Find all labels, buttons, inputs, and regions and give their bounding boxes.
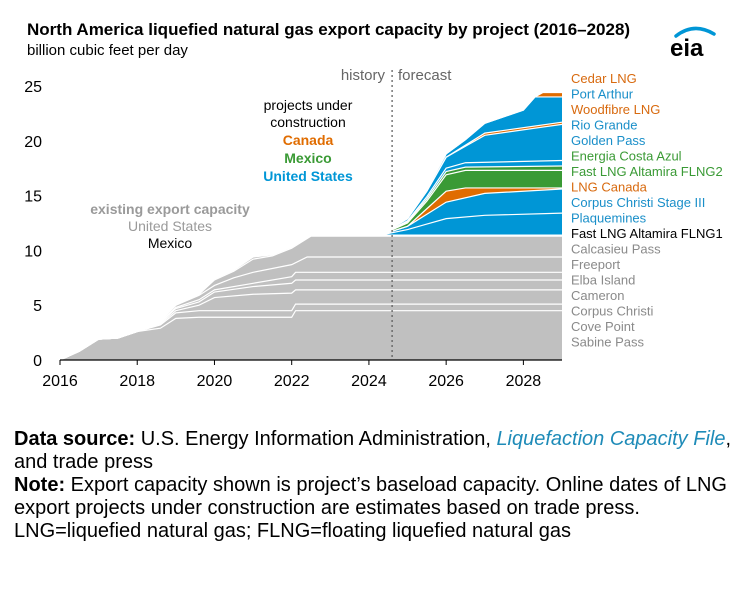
eia-logo-text: eia: [670, 35, 704, 60]
annotation-projects-under: projects under: [264, 97, 353, 113]
data-source-heading: Data source:: [14, 428, 136, 450]
x-tick-label: 2022: [274, 373, 310, 390]
line-fast-lng-altamira-flng2: [380, 169, 562, 236]
legend-item-fast-lng-altamira-flng2: Fast LNG Altamira FLNG2: [571, 164, 723, 179]
area-cameron: [60, 279, 562, 360]
y-tick-label: 25: [24, 79, 42, 96]
area-calcasieu-pass: [60, 236, 562, 360]
legend-item-cedar-lng: Cedar LNG: [571, 71, 637, 86]
data-source-line: Data source: U.S. Energy Information Adm…: [14, 428, 742, 474]
x-tick-label: 2028: [506, 373, 542, 390]
history-label: history: [341, 67, 386, 84]
legend-item-freeport: Freeport: [571, 257, 621, 272]
legend-item-woodfibre-lng: Woodfibre LNG: [571, 102, 660, 117]
area-fast-lng-altamira-flng2: [380, 170, 562, 236]
note-text: Export capacity shown is project’s basel…: [14, 474, 727, 542]
liquefaction-capacity-link[interactable]: Liquefaction Capacity File: [496, 428, 726, 450]
line-cedar-lng: [380, 91, 562, 236]
y-tick-label: 0: [33, 353, 42, 370]
y-tick-label: 5: [33, 298, 42, 315]
y-tick-labels: 0 5 10 15 20 25: [24, 79, 42, 370]
data-source-text-end: , and trade press: [14, 428, 732, 473]
area-sabine-pass: [60, 310, 562, 360]
line-woodfibre-lng: [380, 121, 563, 236]
line-plaquemines: [380, 212, 563, 236]
line-energia-costa-azul: [380, 165, 563, 236]
x-tick-label: 2018: [119, 373, 155, 390]
annotation-existing-capacity: existing export capacity: [90, 201, 250, 217]
annotation-mexico: Mexico: [284, 150, 331, 166]
legend-item-rio-grande: Rio Grande: [571, 118, 637, 133]
legend-item-lng-canada: LNG Canada: [571, 180, 648, 195]
line-fast-lng-altamira-flng1: [59, 234, 562, 361]
chart-title: North America liquefied natural gas expo…: [27, 20, 631, 39]
eia-logo-arc: [674, 26, 716, 38]
annotation-existing-us: United States: [128, 218, 212, 234]
area-plaquemines: [380, 213, 562, 236]
legend-item-fast-lng-altamira-flng1: Fast LNG Altamira FLNG1: [571, 226, 723, 241]
forecast-label: forecast: [398, 67, 452, 84]
legend-item-corpus-christi-stage-iii: Corpus Christi Stage III: [571, 195, 705, 210]
line-lng-canada: [380, 187, 562, 236]
eia-logo: eia: [662, 24, 724, 62]
y-tick-label: 15: [24, 189, 42, 206]
annotation-existing-mexico: Mexico: [148, 235, 193, 251]
footer: Data source: U.S. Energy Information Adm…: [14, 428, 742, 543]
note-heading: Note:: [14, 474, 66, 496]
legend-item-port-arthur: Port Arthur: [571, 87, 634, 102]
x-tick-label: 2024: [351, 373, 387, 390]
line-golden-pass: [380, 159, 563, 236]
annotation-construction: construction: [270, 114, 345, 130]
area-cove-point: [60, 304, 562, 360]
y-tick-label: 10: [24, 243, 42, 260]
legend-item-plaquemines: Plaquemines: [571, 211, 647, 226]
data-source-text: U.S. Energy Information Administration,: [140, 428, 491, 450]
annotation-united-states: United States: [263, 168, 353, 184]
legend-item-cove-point: Cove Point: [571, 319, 635, 334]
area-freeport: [60, 256, 562, 360]
x-tick-label: 2016: [42, 373, 78, 390]
annotation-canada: Canada: [283, 132, 334, 148]
area-corpus-christi-stage-iii: [380, 189, 562, 236]
legend-item-elba-island: Elba Island: [571, 273, 635, 288]
eia-logo-icon: eia: [670, 26, 716, 62]
series-separators: [59, 91, 563, 361]
legend-item-energia-costa-azul: Energia Costa Azul: [571, 149, 682, 164]
x-tick-label: 2026: [428, 373, 464, 390]
note-line: Note: Export capacity shown is project’s…: [14, 474, 742, 543]
legend-item-calcasieu-pass: Calcasieu Pass: [571, 242, 661, 257]
x-tick-label: 2020: [197, 373, 233, 390]
legend-item-corpus-christi: Corpus Christi: [571, 304, 653, 319]
area-rio-grande: [380, 124, 562, 236]
chart-subtitle: billion cubic feet per day: [27, 42, 188, 59]
area-port-arthur: [380, 96, 562, 236]
legend-item-cameron: Cameron: [571, 288, 624, 303]
legend-item-golden-pass: Golden Pass: [571, 133, 646, 148]
legend-item-sabine-pass: Sabine Pass: [571, 335, 644, 350]
y-tick-label: 20: [24, 134, 42, 151]
x-tick-labels: 2016 2018 2020 2022 2024 2026 2028: [42, 360, 541, 390]
